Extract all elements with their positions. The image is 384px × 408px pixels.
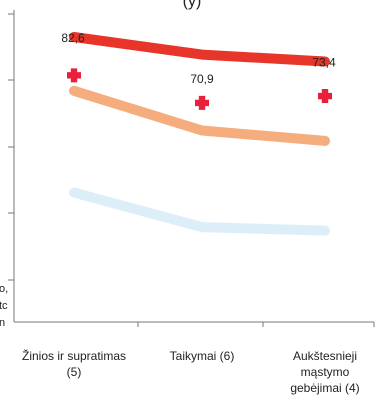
left-cut-label-2: n [0, 317, 5, 329]
data-label-s0-2: 73,4 [312, 56, 336, 70]
marker-label-1: 70,9 [190, 72, 214, 86]
left-cut-label-1: tc [0, 300, 8, 312]
markers-layer [67, 68, 332, 110]
x-tick-label-2: Aukštesnieji mąstymo gebėjimai (4) [290, 349, 359, 395]
x-tick-label-1: Taikymai (6) [170, 349, 235, 363]
plus-marker-2 [318, 89, 332, 104]
series-line-2 [69, 187, 330, 236]
x-tick-label-0: Žinios ir supratimas (5) [22, 348, 126, 379]
series-line-0 [69, 32, 330, 67]
data-label-s0-0: 82,6 [61, 31, 85, 45]
series-line-1 [69, 85, 330, 146]
axes-layer: Žinios ir supratimas (5) Taikymai (6) Aukšt… [0, 10, 375, 395]
plus-marker-1 [195, 95, 209, 110]
left-cut-label-0: o, [0, 283, 8, 295]
labels-layer: 82,6 73,4 70,9 [61, 31, 336, 86]
top-title-fragment: (ӯ) [183, 0, 202, 10]
plus-marker-0 [67, 68, 81, 83]
series-layer [69, 32, 330, 236]
